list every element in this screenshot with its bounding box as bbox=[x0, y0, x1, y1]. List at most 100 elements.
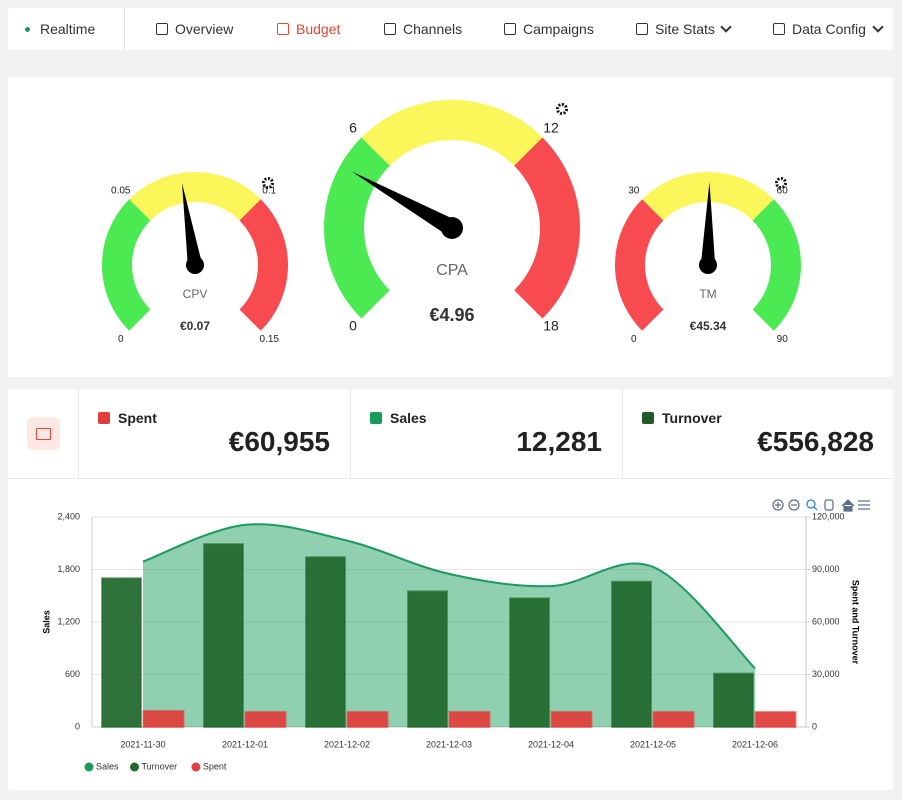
bar bbox=[142, 709, 185, 729]
gauge-tick-label: 0 bbox=[118, 334, 124, 345]
bar bbox=[713, 672, 754, 728]
gauge-band bbox=[361, 100, 543, 167]
y-tick-label: 1,800 bbox=[57, 564, 80, 574]
gauge-hub bbox=[186, 256, 204, 274]
bar bbox=[244, 710, 287, 729]
gauge-band bbox=[513, 137, 580, 319]
bar bbox=[346, 710, 389, 729]
gauge-tick-label: 18 bbox=[543, 318, 559, 334]
gauge-band bbox=[752, 199, 801, 331]
legend-marker bbox=[84, 762, 94, 772]
gauge-tick-label: 30 bbox=[628, 185, 640, 196]
x-tick-label: 2021-12-01 bbox=[222, 739, 268, 749]
gauge-band bbox=[615, 199, 664, 331]
gauge-band bbox=[102, 199, 151, 331]
gauge-tick-label: 0 bbox=[349, 318, 357, 334]
area bbox=[143, 524, 755, 727]
nav-icon bbox=[504, 23, 516, 35]
nav-item[interactable]: Realtime bbox=[40, 21, 96, 37]
bar bbox=[305, 556, 346, 728]
kpi-divider bbox=[78, 389, 79, 478]
nav-item[interactable]: Channels bbox=[403, 21, 463, 37]
y2-tick-label: 90,000 bbox=[812, 564, 840, 574]
legend-label[interactable]: Sales bbox=[96, 761, 119, 771]
kpi-name: Spent bbox=[118, 410, 157, 426]
kpi-name: Sales bbox=[390, 410, 427, 426]
line bbox=[142, 523, 756, 670]
gauge-band bbox=[129, 172, 261, 221]
gauge-needle bbox=[351, 171, 457, 236]
gauge-needle bbox=[182, 183, 203, 267]
nav-item[interactable]: Data Config bbox=[792, 21, 866, 37]
x-tick-label: 2021-12-03 bbox=[426, 739, 472, 749]
stats-card: 0 600 1,200 1,800 2,400 0 30,000 60,000 90,000 12… bbox=[8, 389, 893, 790]
stats-icon bbox=[27, 417, 60, 450]
kpi-divider bbox=[622, 389, 623, 478]
gauge-band bbox=[642, 172, 774, 221]
gauge-settings[interactable] bbox=[775, 177, 787, 189]
gauge-band bbox=[324, 137, 391, 319]
nav-icon bbox=[773, 23, 785, 35]
gauge-card: 0 0.05 0.1 0.15 CPV €0.07 0 6 12 18 CPA €4.96 0 30 60 9… bbox=[8, 77, 893, 377]
gauge-hub bbox=[441, 217, 463, 239]
stats-icon-shape bbox=[36, 428, 51, 440]
status-dot bbox=[25, 27, 30, 32]
kpi-divider bbox=[350, 389, 351, 478]
bar bbox=[550, 710, 593, 729]
y-tick-label: 1,200 bbox=[57, 616, 80, 626]
bar bbox=[448, 710, 491, 729]
nav-item[interactable]: Site Stats bbox=[655, 21, 715, 37]
y-tick-label: 0 bbox=[75, 721, 80, 731]
legend-marker bbox=[130, 762, 139, 772]
gauge-tick-label: 0.1 bbox=[262, 185, 276, 196]
gauge-band bbox=[239, 199, 288, 331]
gauge-needle bbox=[700, 182, 716, 266]
chart-toolbar[interactable] bbox=[772, 499, 870, 512]
kpi-swatch bbox=[98, 412, 110, 424]
bar bbox=[652, 710, 695, 729]
nav-icon bbox=[636, 23, 648, 35]
gauge-name: CPV bbox=[183, 287, 208, 301]
nav-item[interactable]: Budget bbox=[296, 21, 341, 37]
chevron bbox=[720, 21, 732, 33]
bar bbox=[754, 710, 797, 729]
gauge-tick-label: 60 bbox=[777, 185, 789, 196]
bar bbox=[101, 577, 142, 728]
bar bbox=[611, 580, 652, 728]
legend-label[interactable]: Turnover bbox=[142, 761, 178, 771]
kpi-value: €556,828 bbox=[757, 426, 874, 457]
divider bbox=[8, 478, 893, 479]
gauge-value-label: €4.96 bbox=[429, 305, 474, 325]
kpi-value: 12,281 bbox=[516, 426, 602, 457]
nav-item[interactable]: Campaigns bbox=[523, 21, 594, 37]
nav-icon bbox=[156, 23, 168, 35]
nav-bar: Realtime Overview Budget Channels Campaigns S… bbox=[8, 8, 893, 50]
gauge-hub bbox=[699, 256, 717, 274]
x-tick-label: 2021-12-05 bbox=[630, 739, 676, 749]
gauge-name: TM bbox=[699, 287, 716, 301]
nav-item[interactable]: Overview bbox=[175, 21, 234, 37]
nav-divider bbox=[124, 8, 125, 50]
nav-icon bbox=[277, 23, 289, 35]
y2-tick-label: 60,000 bbox=[812, 616, 840, 626]
gauges: 0 0.05 0.1 0.15 CPV €0.07 0 6 12 18 CPA €4.96 0 30 60 9… bbox=[102, 100, 801, 345]
gauge-settings[interactable] bbox=[262, 177, 274, 189]
gauge-tick-label: 12 bbox=[543, 120, 559, 136]
gauge-settings[interactable] bbox=[556, 103, 568, 115]
kpi-swatch bbox=[370, 412, 382, 424]
y2-axis-title: Spent and Turnover bbox=[851, 580, 861, 665]
gauge-tick-label: 0 bbox=[631, 334, 637, 345]
legend-label[interactable]: Spent bbox=[203, 761, 227, 771]
bar bbox=[407, 590, 448, 728]
kpi-value: €60,955 bbox=[228, 426, 330, 457]
chart: 0 600 1,200 1,800 2,400 0 30,000 60,000 90,000 12… bbox=[41, 499, 870, 772]
gauge-tick-label: 6 bbox=[349, 120, 357, 136]
x-tick-label: 2021-12-04 bbox=[528, 739, 574, 749]
gauge-tick-label: 90 bbox=[777, 334, 789, 345]
gauge-value-label: €0.07 bbox=[180, 319, 210, 333]
y2-tick-label: 0 bbox=[812, 721, 817, 731]
gauge-tick-label: 0.15 bbox=[260, 334, 280, 345]
gauge-value-label: €45.34 bbox=[690, 319, 727, 333]
bar bbox=[203, 543, 244, 728]
